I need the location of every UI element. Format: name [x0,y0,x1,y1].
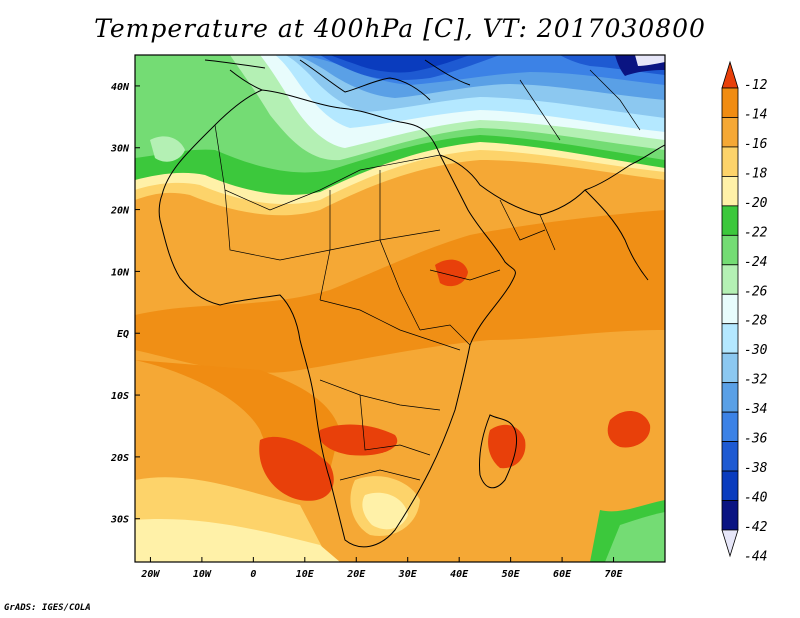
field-blob-botswana [319,424,398,456]
y-tick-label: EQ [117,329,129,340]
border-south-b [339,469,421,481]
x-tick-label: 60E [553,569,572,580]
field-tropical-orange [135,210,665,373]
colorbar-label: -40 [744,491,768,506]
colorbar-label: -16 [744,137,768,152]
field-blob-namibia [259,436,334,501]
field-atlantic-green [135,55,215,130]
field-sw-pale [135,519,340,562]
y-tick-label: 40N [111,82,130,93]
x-tick-label: 70E [605,569,624,580]
colorbar-label: -26 [744,284,768,299]
colorbar-label: -20 [744,196,768,211]
colorbar-bin [721,411,739,442]
africa-coast [158,89,516,548]
colorbar-bin [721,529,739,558]
colorbar-label: -12 [744,78,768,93]
colorbar-label: -38 [744,461,768,476]
colorbar-bin [721,117,739,148]
colorbar-label: -42 [744,520,768,535]
y-tick-label: 20S [110,453,129,464]
border-arabia [499,199,556,251]
chart-title: Temperature at 400hPa [C], VT: 201703080… [94,14,706,43]
footer-credit: GrADS: IGES/COLA [4,603,91,613]
field-blob-indian-ocean [607,410,651,448]
colorbar-label: -32 [744,373,768,388]
field-blue-40 [330,55,470,73]
y-tick-label: 20N [110,206,130,217]
field-se-green-light [605,512,665,562]
border-sahel [224,189,441,261]
border-equator [319,299,461,351]
y-tick-label: 10S [111,391,129,402]
y-tick-label: 10N [111,267,130,278]
field-pale-44 [635,55,665,66]
border-south-a [319,379,441,456]
colorbar-bin [721,470,739,501]
temperature-field [135,55,665,562]
europe-coast [299,59,471,101]
colorbar-bin [721,60,739,89]
x-axis-ticks: 20W 10W 0 10E 20E 30E 40E 50E 60E 70E [140,557,624,580]
colorbar-bin [721,382,739,413]
x-tick-label: 10W [193,569,212,580]
colorbar-label: -18 [744,166,768,181]
colorbar-bin [721,146,739,177]
x-tick-label: 20W [140,569,160,580]
colorbar-label: -24 [744,255,767,270]
country-borders [214,69,641,481]
colorbar-label: -30 [744,343,768,358]
colorbar-bin [721,352,739,384]
border-sahara-a [214,124,441,211]
x-tick-label: 30E [398,569,418,580]
colorbar-bin [721,234,739,266]
x-tick-label: 50E [502,569,521,580]
field-safrica-pale [362,492,408,530]
colorbar-bin [721,175,739,207]
colorbar-label: -34 [744,402,767,417]
border-central-a [319,170,421,331]
madagascar-coast [479,414,518,489]
colorbar-bin [721,264,739,295]
colorbar-label: -44 [744,550,767,565]
x-tick-label: 40E [450,569,469,580]
map-frame [134,54,666,563]
colorbar-bin [721,205,739,236]
x-tick-label: 20E [346,569,366,580]
coastlines [158,59,665,548]
colorbar-label: -28 [744,314,768,329]
x-tick-label: 10E [296,569,315,580]
field-canary-patch [150,136,185,162]
colorbar-bin [721,500,739,531]
iberia-coast [204,59,266,91]
india-coast [584,189,649,281]
y-axis-ticks: 40N 30N 20N 10N EQ 10S 20S 30S [110,82,140,526]
y-tick-label: 30N [110,144,130,155]
border-east [419,269,501,346]
arabia-coast [439,144,665,216]
colorbar-label: -36 [744,432,768,447]
colorbar: -12 -14 -16 -18 -20 -22 -24 -26 -28 -30 -32 -34 -36 -… [721,60,768,565]
field-blob-ethiopia [435,259,468,287]
y-tick-label: 30S [110,515,129,526]
x-tick-label: 0 [250,569,256,580]
colorbar-label: -22 [744,225,768,240]
colorbar-bin [721,323,739,354]
colorbar-bin [721,87,739,118]
colorbar-bin [721,441,739,472]
border-asia [519,69,641,141]
colorbar-label: -14 [744,108,767,123]
colorbar-bin [721,293,739,325]
